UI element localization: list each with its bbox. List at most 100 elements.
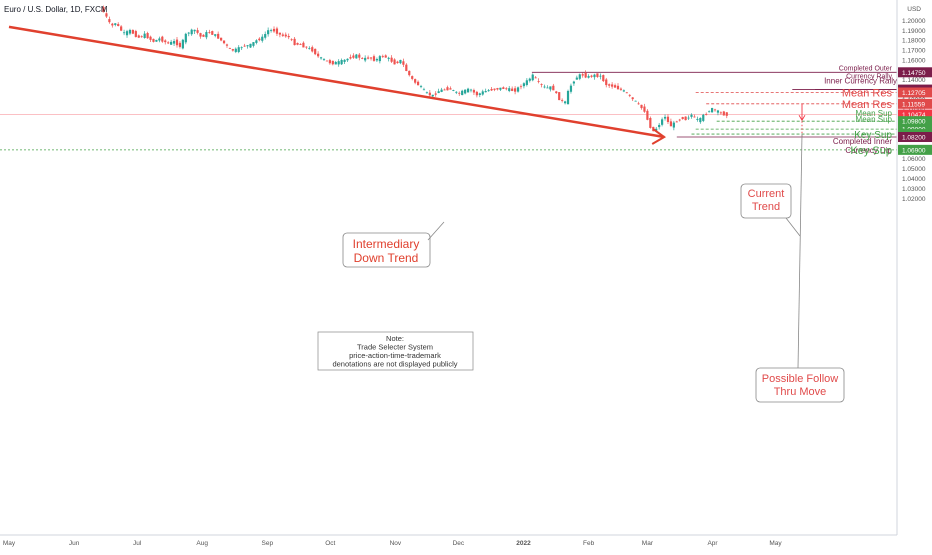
candle-body bbox=[549, 86, 552, 90]
price-tag bbox=[898, 132, 932, 143]
candle-body bbox=[464, 89, 467, 94]
candle-body bbox=[622, 90, 625, 92]
candle-body bbox=[199, 33, 202, 37]
candle-body bbox=[525, 80, 528, 85]
candle-body bbox=[593, 74, 596, 78]
current-trend-box bbox=[740, 183, 792, 219]
candle-body bbox=[687, 117, 690, 119]
candle-body bbox=[478, 93, 481, 95]
candle-body bbox=[302, 42, 305, 48]
candle-body bbox=[220, 37, 223, 41]
price-tick-label: 1.06000 bbox=[902, 156, 926, 163]
candle-body bbox=[178, 42, 182, 47]
candle-body bbox=[640, 104, 643, 109]
time-tick-label: May bbox=[3, 540, 16, 547]
candle-body bbox=[578, 74, 581, 79]
price-tag-label: 1.11559 bbox=[902, 101, 925, 108]
candle-body bbox=[114, 23, 117, 25]
time-tick-label: Jun bbox=[69, 540, 80, 547]
follow-thru-label: Possible Follow bbox=[762, 373, 838, 385]
time-tick-label: Apr bbox=[707, 540, 718, 547]
time-tick-label: May bbox=[769, 540, 782, 547]
candle-body bbox=[634, 100, 637, 102]
candle-body bbox=[481, 91, 484, 95]
candle-body bbox=[122, 32, 126, 34]
candle-body bbox=[455, 91, 458, 93]
candle-body bbox=[349, 57, 352, 59]
candle-body bbox=[378, 56, 381, 62]
candle-body bbox=[531, 74, 534, 81]
candle-body bbox=[158, 38, 161, 41]
candle-body bbox=[290, 39, 293, 41]
price-tag-label: 1.09800 bbox=[902, 119, 926, 126]
candle-body bbox=[437, 91, 440, 94]
level-label-inner-dip: Currency Dip bbox=[845, 146, 892, 155]
candle-body bbox=[269, 29, 273, 31]
note-line: Note: bbox=[386, 334, 404, 343]
candle-body bbox=[181, 39, 184, 49]
candle-body bbox=[546, 87, 549, 89]
candle-body bbox=[561, 99, 564, 101]
candle-body bbox=[490, 88, 493, 91]
candle-body bbox=[675, 121, 678, 123]
candle-body bbox=[646, 110, 649, 120]
candle-body bbox=[666, 116, 670, 123]
candle-body bbox=[649, 117, 652, 128]
candle-body bbox=[281, 34, 284, 36]
candle-body bbox=[405, 64, 408, 72]
price-tick-label: 1.20000 bbox=[902, 18, 926, 25]
candle-body bbox=[519, 86, 523, 88]
candle-body bbox=[240, 47, 243, 49]
candle-body bbox=[217, 33, 220, 39]
candle-body bbox=[690, 114, 693, 117]
price-tick-label: 1.17000 bbox=[902, 48, 926, 55]
level-label-outer-rally: Currency Rally bbox=[846, 73, 892, 80]
time-tick-label: Jul bbox=[133, 540, 142, 547]
candle-body bbox=[472, 90, 476, 93]
candle-body bbox=[175, 39, 179, 46]
candle-body bbox=[713, 109, 717, 111]
candle-body bbox=[440, 89, 443, 92]
level-label-mean-sup-lower: Mean Sup bbox=[856, 115, 893, 124]
candle-body bbox=[719, 112, 722, 114]
current-trend-label: Trend bbox=[752, 201, 780, 213]
candle-body bbox=[264, 34, 267, 38]
candle-body bbox=[516, 87, 520, 92]
candle-body bbox=[475, 91, 478, 96]
note-line: denotations are not displayed publicly bbox=[332, 360, 457, 369]
candle-body bbox=[396, 61, 399, 64]
candle-body bbox=[102, 7, 105, 13]
level-label-key-sup-upper: Key Sup bbox=[854, 130, 892, 141]
candle-body bbox=[408, 70, 411, 76]
candle-body bbox=[514, 88, 517, 92]
candle-body bbox=[275, 28, 279, 34]
candle-body bbox=[619, 88, 623, 90]
candle-body bbox=[584, 72, 587, 78]
candle-body bbox=[205, 32, 208, 38]
price-tick-label: 1.03000 bbox=[902, 186, 926, 193]
candle-body bbox=[261, 36, 264, 41]
candle-body bbox=[702, 114, 705, 121]
candle-body bbox=[725, 112, 728, 116]
price-tag bbox=[898, 109, 932, 120]
candle-body bbox=[434, 93, 437, 95]
candle-body bbox=[328, 60, 331, 64]
candle-body bbox=[364, 57, 367, 61]
time-tick-label: Dec bbox=[453, 540, 465, 547]
candle-body bbox=[234, 48, 237, 52]
price-tag bbox=[898, 67, 932, 78]
candle-body bbox=[390, 57, 393, 62]
level-label-inner-dip: Completed Inner bbox=[833, 137, 892, 146]
candle-body bbox=[317, 53, 320, 57]
candle-body bbox=[231, 49, 234, 51]
price-tick-label: 1.16000 bbox=[902, 57, 926, 64]
candle-body bbox=[358, 54, 361, 58]
candle-body bbox=[402, 61, 405, 65]
candle-body bbox=[552, 85, 555, 91]
candle-body bbox=[343, 59, 346, 62]
candle-body bbox=[272, 28, 276, 32]
price-tick-label: 1.19000 bbox=[902, 28, 926, 35]
